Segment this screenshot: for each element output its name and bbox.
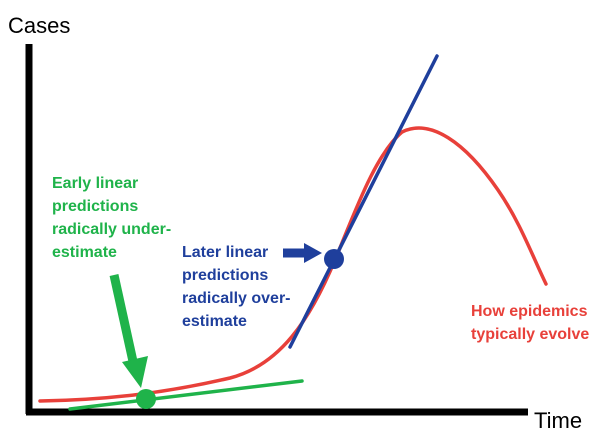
epidemic-annotation: How epidemics typically evolve: [471, 303, 589, 343]
early-tangent-point: [136, 389, 156, 409]
early-annotation-line: Early linear: [52, 175, 138, 192]
early-arrow-head: [122, 356, 148, 388]
x-axis-label: Time: [534, 408, 582, 433]
epidemic-curve: [38, 126, 548, 403]
later-annotation-line: Later linear: [182, 244, 268, 261]
epidemic-annotation-line: How epidemics: [471, 303, 588, 320]
later-tangent-line: [288, 54, 439, 349]
early-arrow-shaft: [109, 274, 139, 367]
later-annotation: Later linear predictions radically over-…: [182, 244, 291, 330]
early-annotation-line: estimate: [52, 244, 117, 261]
later-tangent-point: [324, 249, 344, 269]
later-arrow-head: [304, 243, 322, 263]
later-annotation-line: predictions: [182, 267, 268, 284]
early-annotation-line: radically under-: [52, 221, 171, 238]
early-annotation: Early linear predictions radically under…: [52, 175, 171, 261]
y-axis-label: Cases: [8, 13, 70, 38]
early-tangent-line: [68, 379, 304, 411]
early-annotation-line: predictions: [52, 198, 138, 215]
later-annotation-line: estimate: [182, 313, 247, 330]
later-annotation-line: radically over-: [182, 290, 291, 307]
epidemic-annotation-line: typically evolve: [471, 326, 589, 343]
